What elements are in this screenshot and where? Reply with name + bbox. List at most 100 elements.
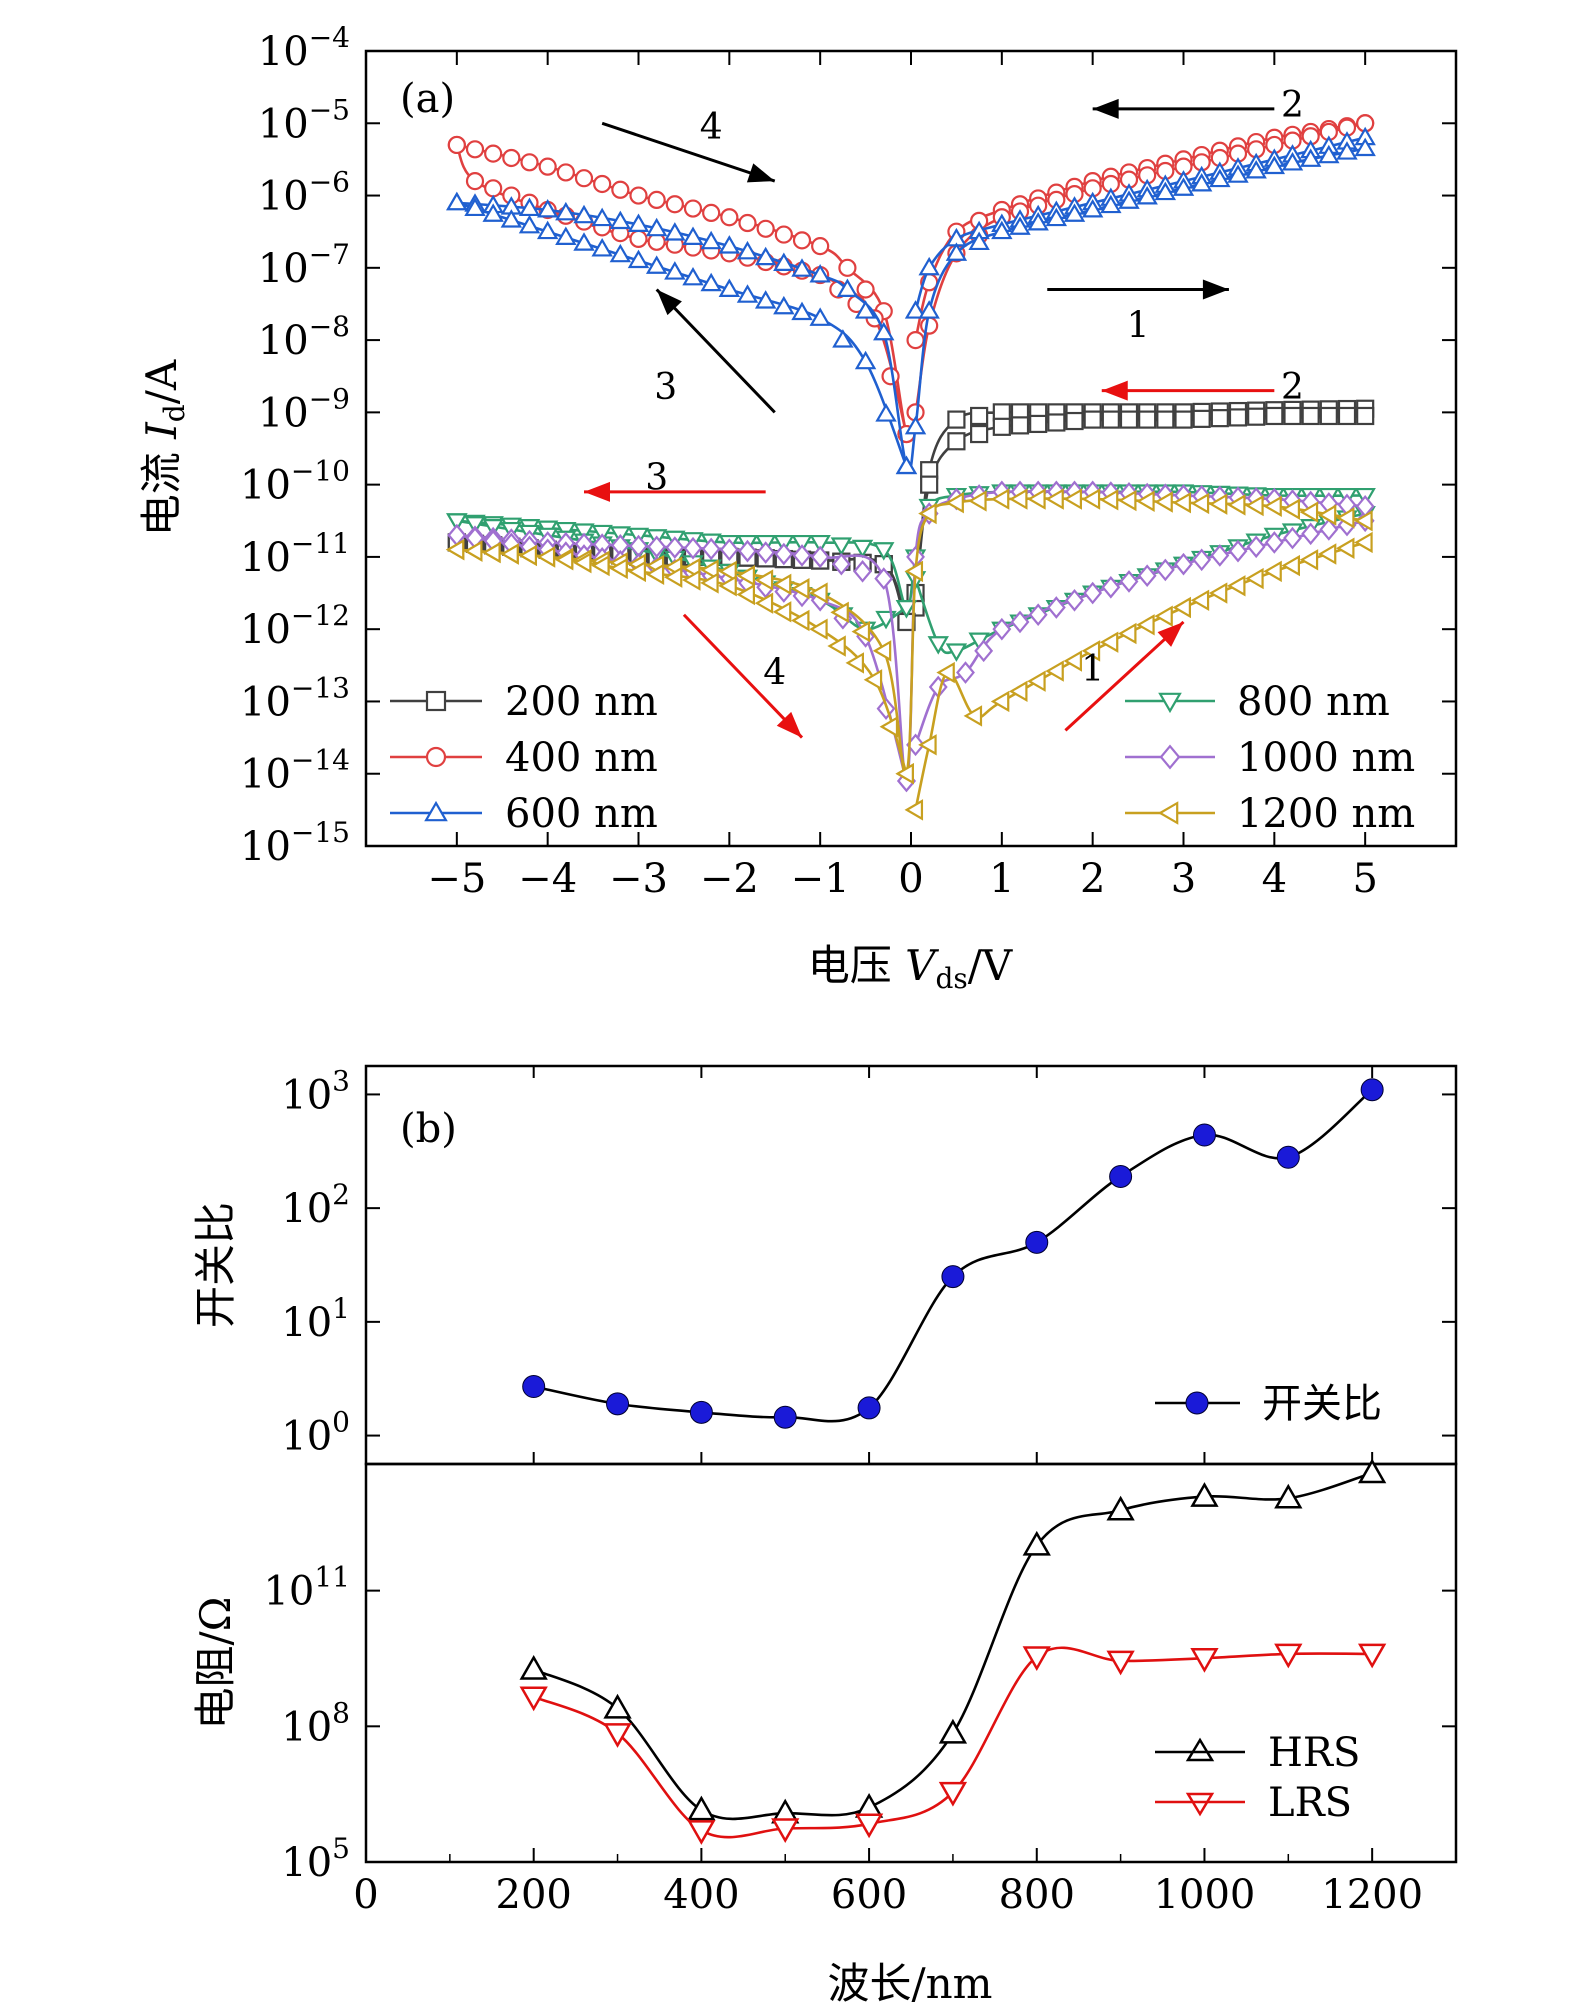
a-annotation-arrowhead — [1157, 621, 1184, 647]
a-marker — [970, 406, 989, 426]
a-legend-label: 1200 nm — [1237, 791, 1415, 837]
a-y-tick-label: 10−15 — [240, 816, 350, 870]
a-marker — [682, 266, 704, 286]
a-marker — [1172, 491, 1192, 514]
c-data-point-HRS — [1106, 1495, 1135, 1521]
a-marker — [974, 639, 994, 663]
a-y-tick-label: 10−13 — [240, 671, 350, 725]
a-marker — [810, 545, 830, 569]
a-marker — [1263, 560, 1282, 583]
a-annotation-label: 1 — [1127, 306, 1150, 347]
a-marker — [629, 229, 648, 249]
a-marker — [927, 636, 949, 655]
a-marker — [627, 249, 650, 269]
a-marker — [874, 567, 894, 590]
a-marker — [838, 258, 857, 277]
b-data-point — [1360, 1078, 1384, 1102]
a-marker — [947, 432, 966, 451]
b-y-ticks: 100 101 102 103 — [281, 1064, 1456, 1464]
a-marker — [645, 255, 668, 274]
a-marker — [482, 203, 504, 222]
a-marker — [1029, 414, 1048, 434]
a-marker — [1009, 216, 1031, 235]
a-marker — [830, 537, 853, 556]
panel-b: (b) 100 101 102 103 开关比 开关比 — [191, 1064, 1458, 1466]
a-marker — [1210, 409, 1229, 428]
a-y-tick-label: 10−9 — [258, 382, 350, 436]
c-y-tick-label: 1011 — [263, 1561, 350, 1615]
a-annotation-arrowhead — [746, 163, 775, 183]
b-data-point — [1276, 1145, 1300, 1169]
a-marker — [1301, 522, 1321, 546]
c-data-point-LRS — [1190, 1647, 1219, 1673]
a-marker — [700, 272, 722, 292]
a-marker — [895, 455, 918, 475]
a-marker — [1063, 650, 1083, 672]
a-marker — [664, 261, 686, 280]
a-marker — [754, 246, 777, 266]
a-marker — [1210, 544, 1230, 567]
a-marker — [836, 278, 859, 297]
a-marker — [1336, 537, 1355, 559]
a-marker — [445, 538, 465, 561]
panel-a: (a) 10−1510−1410−1310−1210−1110−1010−910… — [137, 21, 1458, 995]
a-marker — [627, 213, 650, 232]
a-marker — [1227, 575, 1246, 597]
a-marker — [873, 321, 895, 341]
a-marker — [1192, 409, 1211, 428]
a-marker — [1065, 588, 1084, 612]
c-data-point-LRS — [1106, 1650, 1135, 1676]
c-x-tick-label: 600 — [831, 1872, 907, 1918]
a-marker — [1137, 564, 1157, 588]
a-marker — [701, 537, 721, 561]
a-marker — [772, 601, 792, 623]
a-marker — [1118, 622, 1137, 645]
a-marker — [536, 199, 559, 218]
a-marker — [1245, 567, 1264, 590]
a-marker — [682, 569, 701, 591]
c-x-tick-label: 1000 — [1154, 1872, 1256, 1918]
a-marker — [1045, 660, 1064, 682]
a-marker — [1299, 148, 1322, 167]
a-marker — [1081, 640, 1101, 662]
a-marker — [1155, 558, 1175, 582]
b-data-point — [522, 1375, 546, 1399]
panel-c: 105 108 1011 0 200 400 600 800 1000 1200 HRS LRS… — [191, 1458, 1458, 2008]
a-marker — [918, 502, 937, 525]
a-annotation-label: 1 — [1081, 649, 1104, 690]
a-marker — [1010, 610, 1030, 634]
c-data-point-HRS — [687, 1795, 716, 1821]
a-marker — [854, 300, 877, 319]
a-marker — [1228, 408, 1248, 427]
a-marker — [1283, 526, 1302, 550]
a-marker — [1354, 510, 1373, 532]
a-marker — [1319, 518, 1339, 541]
a-marker — [1118, 190, 1140, 209]
a-annotation-arrow — [682, 613, 804, 739]
a-marker — [1281, 498, 1301, 520]
a-marker — [830, 601, 849, 624]
a-marker — [1154, 605, 1173, 627]
c-x-axis-title: 波长/nm — [827, 1959, 992, 2008]
a-marker — [555, 226, 577, 245]
c-legend-lrs-marker — [1185, 1792, 1215, 1817]
a-marker — [809, 582, 828, 604]
a-marker — [573, 523, 595, 542]
a-annotation-arrowhead — [656, 289, 682, 316]
a-marker — [683, 536, 703, 560]
a-marker — [1190, 589, 1210, 611]
a-marker — [945, 643, 968, 662]
a-marker — [1190, 492, 1210, 515]
a-annotation-label: 3 — [645, 457, 668, 498]
a-x-ticks: −5 −4 −3 −2 −1 0 1 2 3 4 5 — [427, 51, 1378, 902]
a-marker — [856, 280, 875, 299]
b-series-layer — [522, 1078, 1384, 1429]
a-y-tick-label: 10−4 — [258, 21, 350, 75]
a-marker — [464, 516, 486, 535]
a-marker — [895, 763, 914, 785]
c-data-point-HRS — [603, 1693, 632, 1719]
a-marker — [809, 264, 831, 283]
a-marker — [1208, 493, 1228, 515]
a-marker — [863, 669, 883, 691]
a-marker — [719, 538, 739, 562]
